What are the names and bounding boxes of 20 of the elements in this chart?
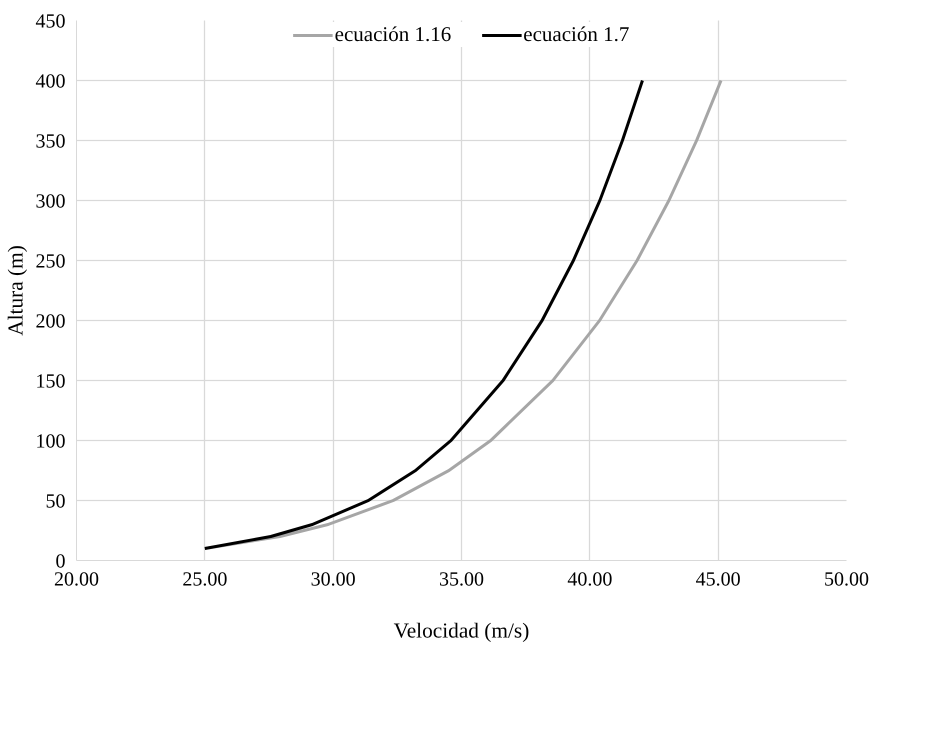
y-tick-label: 50 bbox=[46, 490, 66, 512]
y-tick-label: 400 bbox=[36, 70, 66, 92]
y-tick-label: 200 bbox=[36, 310, 66, 332]
x-tick-label: 25.00 bbox=[182, 568, 228, 590]
line-series bbox=[203, 79, 644, 550]
x-tick-label: 50.00 bbox=[824, 568, 869, 590]
y-tick-label: 300 bbox=[36, 190, 66, 212]
x-tick-label: 40.00 bbox=[567, 568, 612, 590]
y-tick-label: 250 bbox=[36, 250, 66, 272]
x-axis-title: Velocidad (m/s) bbox=[394, 618, 530, 642]
y-axis-title: Altura (m) bbox=[4, 245, 28, 336]
x-tick-label: 30.00 bbox=[310, 568, 356, 590]
y-tick-label: 100 bbox=[36, 430, 66, 452]
y-tick-label: 350 bbox=[36, 130, 66, 152]
legend-label: ecuación 1.7 bbox=[523, 22, 630, 47]
legend-label: ecuación 1.16 bbox=[334, 22, 452, 47]
x-tick-label: 35.00 bbox=[439, 568, 484, 590]
y-tick-label: 450 bbox=[36, 10, 66, 32]
x-tick-label: 45.00 bbox=[696, 568, 741, 590]
y-tick-label: 150 bbox=[36, 370, 66, 392]
